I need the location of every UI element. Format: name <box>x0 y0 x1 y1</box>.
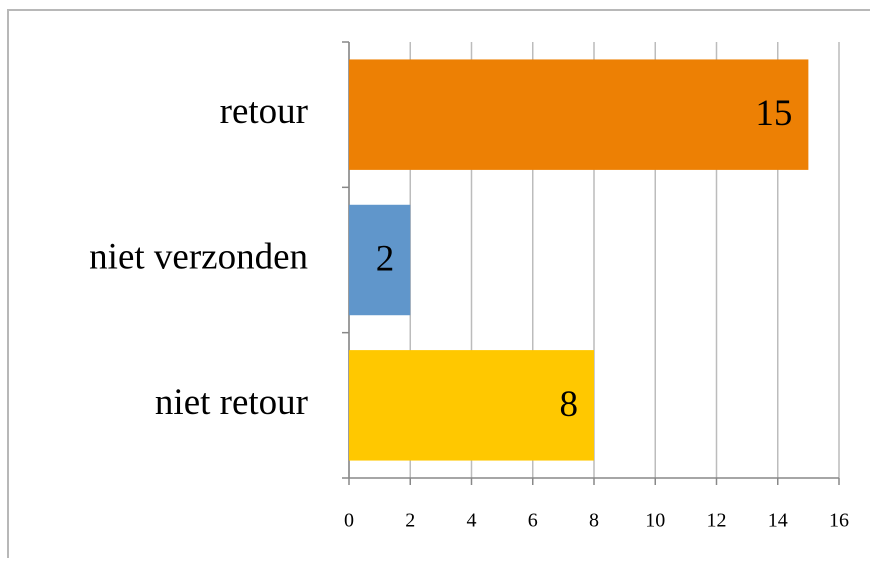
bar <box>349 59 809 170</box>
x-tick-label: 8 <box>589 510 599 532</box>
y-tick-label: niet retour <box>155 382 308 423</box>
value-label: 15 <box>755 93 792 134</box>
y-tick-label: retour <box>220 91 308 132</box>
x-tick-label: 14 <box>768 510 788 532</box>
value-label: 8 <box>560 384 579 425</box>
x-tick-label: 0 <box>344 510 354 532</box>
x-tick-label: 10 <box>645 510 665 532</box>
x-tick-label: 16 <box>829 510 849 532</box>
x-tick-label: 12 <box>707 510 727 532</box>
bar <box>349 350 594 461</box>
x-tick-label: 4 <box>467 510 477 532</box>
y-tick-label: niet verzonden <box>89 236 308 277</box>
bar <box>349 204 411 316</box>
x-tick-label: 6 <box>528 510 538 532</box>
x-tick-label: 2 <box>405 510 415 532</box>
value-label: 2 <box>376 238 395 279</box>
